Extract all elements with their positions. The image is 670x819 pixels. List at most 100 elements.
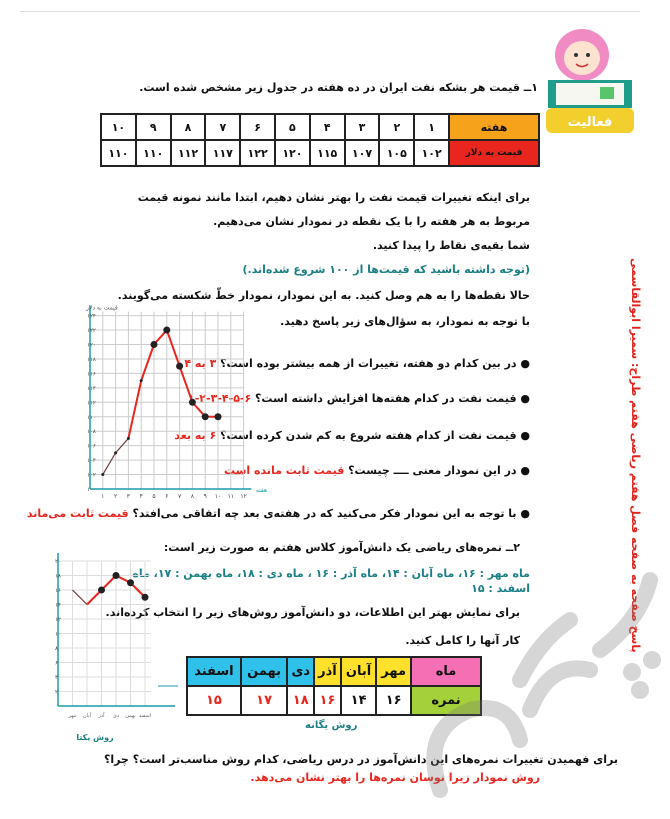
score-cell: ۱۴	[339, 685, 378, 716]
data-point	[101, 473, 105, 477]
scores-table: ماه مهر آبان آذر دی بهمن اسفند نمره ۱۶ ۱…	[186, 656, 482, 716]
y-tick-label: ۱۰۲	[87, 473, 96, 479]
question-item: ● قیمت نفت از کدام هفته شروع به کم شدن ک…	[174, 429, 530, 442]
table-row-prices: قیمت به دلار ۱۰۲ ۱۰۵ ۱۰۷ ۱۱۵ ۱۲۰ ۱۲۲ ۱۱۷…	[100, 139, 540, 167]
activity-illustration-icon: فعالیت	[546, 29, 634, 133]
series-segment	[102, 452, 117, 475]
series-segment	[140, 344, 155, 381]
question-text: با توجه به این نمودار فکر می‌کنید که در …	[132, 507, 517, 520]
data-point	[214, 413, 222, 421]
answer-text: قیمت ثابت مانده است	[223, 464, 345, 477]
x-tick-label: مهر	[68, 713, 77, 719]
price-cell: ۱۱۰	[134, 139, 172, 167]
score-cell: ۱۵	[186, 685, 242, 716]
y-tick-label: ۱۱۶	[87, 371, 96, 377]
price-cell: ۱۱۰	[100, 139, 137, 167]
question-text: قیمت نفت از کدام هفته شروع به کم شدن کرد…	[220, 429, 517, 442]
x-tick-label: آذر	[97, 712, 105, 719]
price-cell: ۱۲۲	[239, 139, 277, 167]
x-tick-label: آبان	[83, 712, 92, 719]
q2-paragraph: برای نمایش بهتر این اطلاعات، دو دانش‌آمو…	[105, 606, 520, 619]
y-tick-label: ۱۰۶	[87, 444, 96, 450]
y-axis-label: قیمت به دلار	[85, 305, 118, 312]
data-point	[201, 413, 209, 421]
data-point	[139, 379, 143, 383]
month-cell: دی	[286, 656, 316, 687]
top-border	[20, 11, 640, 12]
q2-data-line: ماه مهر : ۱۶، ماه آبان : ۱۴، ماه آذر : ۱…	[132, 567, 530, 595]
week-cell: ۲	[378, 113, 416, 141]
answer-text: ۳ به ۴	[184, 357, 217, 370]
final-answer: روش نمودار زیرا نوسان نمره‌ها را بهتر نش…	[250, 771, 540, 784]
x-tick-label: ۱۰	[215, 493, 221, 500]
score-cell: ۱۸	[286, 685, 316, 716]
data-point	[126, 436, 130, 440]
week-cell: ۶	[239, 113, 277, 141]
month-cell: اسفند	[186, 656, 242, 687]
paragraph-line: شما بقیه‌ی نقاط را پیدا کنید.	[372, 239, 530, 252]
x-axis-label: هفته	[256, 487, 267, 494]
table-row-scores: نمره ۱۶ ۱۴ ۱۶ ۱۸ ۱۷ ۱۵	[186, 685, 482, 716]
y-tick-label: ۱۲۲	[87, 328, 96, 334]
y-tick-label: ۱۱۲	[87, 400, 96, 406]
x-tick-label: ۶	[165, 493, 168, 500]
score-cell: ۱۷	[239, 685, 289, 716]
data-point	[114, 451, 118, 455]
row-label-month: ماه	[410, 656, 482, 687]
activity-badge: فعالیت	[540, 25, 635, 135]
week-cell: ۸	[169, 113, 207, 141]
y-tick-label: ۱۶	[55, 588, 61, 594]
data-point	[98, 586, 105, 594]
answer-text: ۶-۵-۴-۳-۲-۱	[188, 392, 252, 405]
x-tick-label: ۴	[140, 493, 143, 500]
question-text: در این نمودار معنی ــــ چیست؟	[348, 464, 517, 477]
y-tick-label: ۱۲۴	[87, 314, 96, 320]
x-tick-label: ۲	[114, 493, 117, 500]
row-label-score: نمره	[410, 685, 482, 716]
y-tick-label: ۲۰	[55, 559, 61, 565]
month-cell: مهر	[375, 656, 412, 687]
question-text: در بین کدام دو هفته، تغییرات از همه بیشت…	[220, 357, 517, 370]
series-segment	[72, 589, 88, 605]
question-item: ● در بین کدام دو هفته، تغییرات از همه بی…	[184, 357, 530, 370]
price-cell: ۱۰۲	[413, 139, 450, 167]
connect-line: حالا نقطه‌ها را به هم وصل کنید. به این ن…	[117, 289, 530, 302]
y-tick-label: ۱۰۸	[87, 429, 96, 435]
x-tick-label: ۱	[101, 493, 104, 500]
week-cell: ۳	[343, 113, 381, 141]
row-label-price: قیمت به دلار	[448, 139, 540, 167]
month-cell: آذر	[313, 656, 342, 687]
price-cell: ۱۱۲	[169, 139, 207, 167]
month-cell: آبان	[339, 656, 378, 687]
y-tick-label: ۱۸	[55, 574, 61, 580]
y-tick-label: ۱۰۰	[87, 487, 96, 493]
x-tick-label: ۹	[204, 493, 207, 500]
y-tick-label: ۲	[55, 690, 58, 696]
y-tick-label: ۴	[55, 675, 58, 681]
price-cell: ۱۰۷	[343, 139, 381, 167]
q1-intro: ۱ــ قیمت هر بشکه نفت ایران در ده هفته در…	[139, 81, 538, 94]
week-cell: ۱۰	[100, 113, 137, 141]
data-point	[150, 341, 158, 348]
series-segment	[153, 329, 168, 346]
price-cell: ۱۱۷	[204, 139, 242, 167]
week-cell: ۹	[134, 113, 172, 141]
series-segment	[165, 329, 181, 367]
question-text: قیمت نفت در کدام هفته‌ها افزایش داشته اس…	[255, 392, 517, 405]
y-tick-label: ۱۲۰	[87, 343, 96, 349]
activity-label: فعالیت	[568, 115, 613, 130]
x-tick-label: اسفند	[139, 713, 151, 719]
paragraph-line: مربوط به هر هفته را با یک نقطه در نمودار…	[213, 215, 530, 228]
chart-caption: روش یکتا	[76, 733, 114, 743]
week-cell: ۵	[274, 113, 311, 141]
x-tick-label: ۵	[152, 493, 155, 500]
answer-text: ۶ به بعد	[174, 429, 217, 442]
series-segment	[86, 589, 103, 606]
oil-price-table: هفته ۱ ۲ ۳ ۴ ۵ ۶ ۷ ۸ ۹ ۱۰ قیمت به دلار ۱…	[100, 113, 540, 167]
x-tick-label: ۸	[191, 493, 195, 500]
score-cell: ۱۶	[375, 685, 412, 716]
data-point	[176, 362, 184, 370]
x-tick-label: ۱۱	[228, 493, 234, 500]
answer-prompt: با توجه به نمودار، به سؤال‌های زیر پاسخ …	[280, 315, 530, 328]
